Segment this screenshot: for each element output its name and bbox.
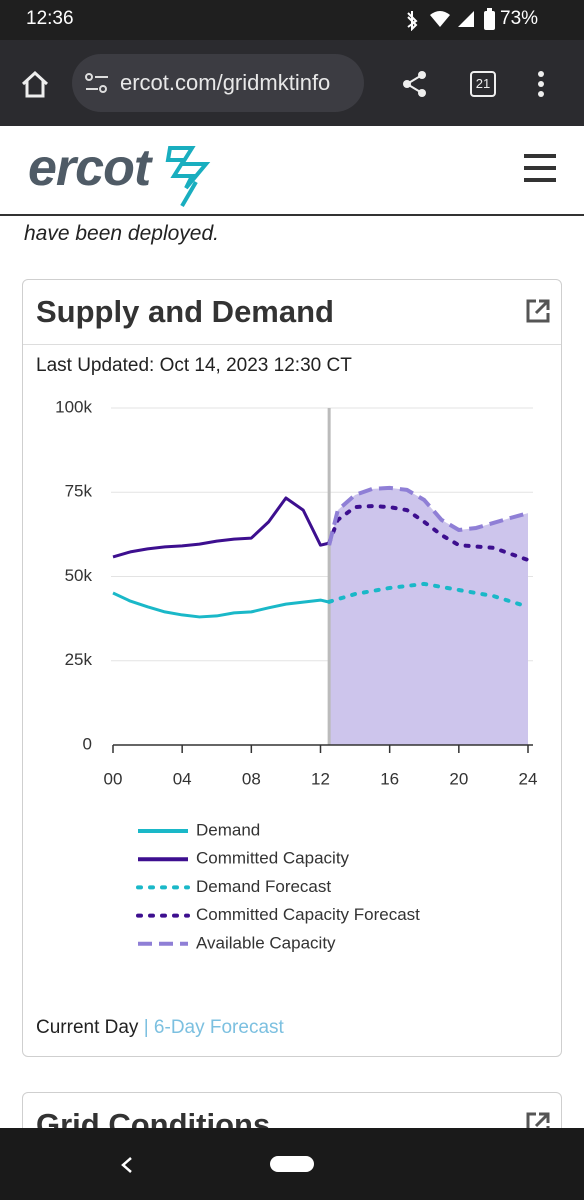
series-line [112, 496, 330, 559]
y-tick-label: 75k [65, 482, 93, 501]
series-line [327, 485, 529, 546]
x-tick-label: 24 [519, 769, 538, 788]
legend-label: Demand [196, 820, 260, 839]
y-tick-label: 25k [65, 650, 93, 669]
site-info-icon[interactable] [84, 72, 110, 96]
legend-label: Available Capacity [196, 933, 336, 952]
open-external[interactable] [525, 298, 551, 324]
view-toggle: Current Day | 6-Day Forecast [36, 1017, 284, 1039]
legend-label: Committed Capacity Forecast [196, 905, 420, 924]
x-tick-label: 00 [104, 769, 123, 788]
area [329, 487, 528, 745]
series-line [327, 581, 530, 609]
chart: 0 25k 50k 75k 100k 00 04 08 12 16 20 24 Demand Commit… [55, 397, 538, 952]
intro-text: have been deployed. [24, 222, 219, 245]
address-bar[interactable]: ercot.com/gridmktinfo [72, 54, 364, 112]
battery-icon [484, 8, 495, 30]
legend-label: Committed Capacity [196, 849, 350, 868]
back-button[interactable] [120, 1156, 134, 1174]
forecast-link[interactable]: 6-Day Forecast [153, 1017, 284, 1038]
tab-count[interactable]: 21 [470, 71, 496, 97]
divider [23, 344, 561, 345]
clock: 12:36 [26, 8, 74, 29]
card-title: Supply and Demand [36, 294, 334, 329]
url: ercot.com/gridmktinfo [120, 70, 331, 95]
share-button[interactable] [402, 70, 428, 98]
current-day[interactable]: Current Day [36, 1017, 139, 1038]
hamburger-menu[interactable] [524, 154, 558, 184]
y-tick-label: 50k [65, 566, 93, 585]
supply-demand-card: Supply and Demand Last Updated: Oct 14, … [22, 279, 562, 1057]
last-updated: Last Updated: Oct 14, 2023 12:30 CT [36, 355, 352, 376]
y-tick-label: 100k [55, 397, 92, 416]
browser-toolbar: ercot.com/gridmktinfo 21 [0, 40, 584, 126]
legend-label: Demand Forecast [196, 877, 331, 896]
x-tick-label: 20 [449, 769, 468, 788]
home-pill[interactable] [270, 1156, 314, 1172]
site-header: ercot [0, 126, 584, 216]
series-line [112, 591, 330, 619]
x-tick-label: 04 [173, 769, 192, 788]
status-icons [407, 11, 474, 31]
separator: | [143, 1017, 149, 1038]
menu-button[interactable] [536, 70, 546, 98]
y-tick-label: 0 [83, 734, 92, 753]
logo-mark [165, 146, 211, 208]
series-line [327, 504, 530, 562]
x-tick-label: 08 [242, 769, 261, 788]
home-button[interactable] [20, 70, 50, 98]
logo-text[interactable]: ercot [28, 139, 151, 197]
status-bar: 12:36 73% [0, 0, 584, 40]
system-nav-bar [0, 1128, 584, 1200]
battery-level: 73% [500, 8, 539, 29]
x-tick-label: 16 [380, 769, 399, 788]
x-tick-label: 12 [311, 769, 330, 788]
